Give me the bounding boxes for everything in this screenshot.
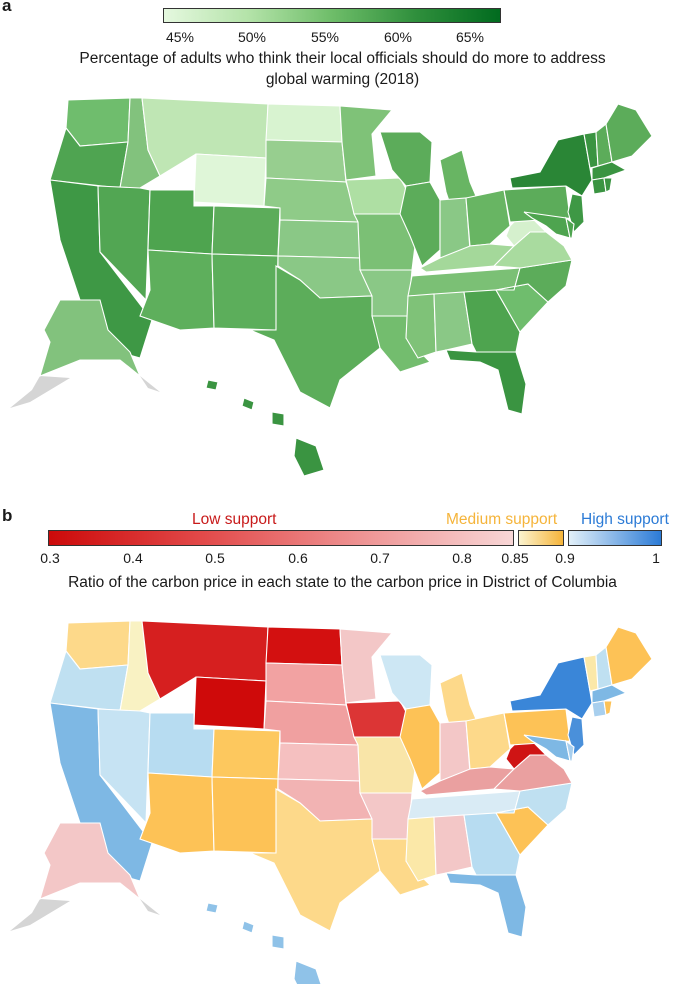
state-wa-map-b — [65, 620, 131, 670]
colorbar-a-tick: 50% — [237, 29, 267, 45]
state-ak-map-b — [39, 822, 141, 900]
state-nd-map-b — [265, 626, 343, 666]
state-nm-map-a — [211, 253, 279, 331]
colorbar-b-tick: 0.9 — [555, 550, 575, 566]
state-il-map-a — [399, 181, 441, 267]
state-ky-map-b — [418, 766, 516, 796]
colorbar-b-tick: 1 — [652, 550, 660, 566]
colorbar-a-tick: 65% — [455, 29, 485, 45]
state-ia-map-b — [345, 700, 411, 738]
map-b-outline-decoration — [10, 899, 160, 931]
colorbar-b-high — [568, 530, 662, 546]
state-ma-map-a — [591, 161, 628, 181]
state-az-map-a — [139, 249, 215, 331]
state-mi-map-a — [439, 149, 477, 205]
state-de-map-b — [565, 739, 575, 762]
state-al-map-a — [433, 291, 473, 353]
state-ny-map-b — [509, 656, 593, 720]
state-ma-map-b — [591, 684, 628, 704]
state-wi-map-b — [379, 654, 433, 710]
state-ny-map-a — [509, 133, 593, 197]
state-nc-map-b — [495, 782, 573, 826]
state-ms-map-a — [405, 293, 437, 359]
state-co-map-b — [211, 728, 281, 780]
state-wi-map-a — [379, 131, 433, 187]
colorbar-b-tick: 0.85 — [501, 550, 529, 566]
state-az-map-b — [139, 772, 215, 854]
state-mn-map-a — [339, 105, 394, 181]
state-hi-map-a — [205, 379, 325, 477]
state-ri-map-a — [603, 177, 613, 193]
state-me-map-b — [605, 626, 653, 686]
legend-medium-label: Medium support — [446, 511, 558, 528]
map-b — [39, 620, 653, 984]
state-de-map-a — [565, 216, 575, 239]
colorbar-b-medium — [518, 530, 564, 546]
state-wy-map-b — [193, 676, 267, 730]
state-ia-map-a — [345, 177, 411, 215]
colorbar-a-tick: 60% — [383, 29, 413, 45]
colorbar-a — [163, 8, 501, 23]
state-tx-map-a — [249, 265, 381, 409]
state-oh-map-a — [465, 189, 511, 247]
colorbar-b-tick: 0.5 — [205, 550, 225, 566]
legend-high-label: High support — [581, 511, 669, 528]
state-tx-map-b — [249, 788, 381, 932]
state-ks-map-a — [277, 219, 361, 259]
state-nm-map-b — [211, 776, 279, 854]
map-a-title-line2: global warming (2018) — [265, 71, 420, 88]
state-il-map-b — [399, 704, 441, 790]
state-hi-map-b — [205, 902, 322, 984]
state-me-map-a — [605, 103, 653, 163]
colorbar-b-tick: 0.4 — [123, 550, 143, 566]
colorbar-b-tick: 0.8 — [452, 550, 472, 566]
state-mn-map-b — [339, 628, 394, 704]
state-wy-map-a — [193, 153, 267, 207]
state-oh-map-b — [465, 712, 511, 770]
state-fl-map-a — [445, 349, 527, 415]
colorbar-a-tick: 45% — [165, 29, 195, 45]
colorbar-a-tick: 55% — [310, 29, 340, 45]
map-a-title-line1: Percentage of adults who think their loc… — [79, 50, 606, 67]
state-ak-map-a — [39, 299, 141, 377]
state-wa-map-a — [65, 97, 131, 147]
state-al-map-b — [433, 814, 473, 876]
panel-b-label: b — [2, 506, 13, 525]
state-fl-map-b — [445, 872, 527, 938]
map-a-outline-decoration — [10, 376, 160, 408]
colorbar-b-tick: 0.3 — [40, 550, 60, 566]
colorbar-b-tick: 0.6 — [288, 550, 308, 566]
state-ks-map-b — [277, 742, 361, 782]
state-ri-map-b — [603, 700, 613, 716]
colorbar-b-low — [48, 530, 514, 546]
legend-low-label: Low support — [192, 511, 277, 528]
state-nc-map-a — [495, 259, 573, 303]
state-co-map-a — [211, 205, 281, 257]
map-a — [39, 97, 653, 477]
state-ky-map-a — [418, 243, 516, 273]
state-sd-map-a — [265, 139, 347, 183]
state-nd-map-a — [265, 103, 343, 143]
state-mi-map-b — [439, 672, 477, 728]
panel-a-label: a — [2, 0, 12, 15]
state-sd-map-b — [265, 662, 347, 706]
colorbar-b-tick: 0.7 — [370, 550, 390, 566]
map-b-subtitle: Ratio of the carbon price in each state … — [68, 574, 617, 591]
state-ms-map-b — [405, 816, 437, 882]
